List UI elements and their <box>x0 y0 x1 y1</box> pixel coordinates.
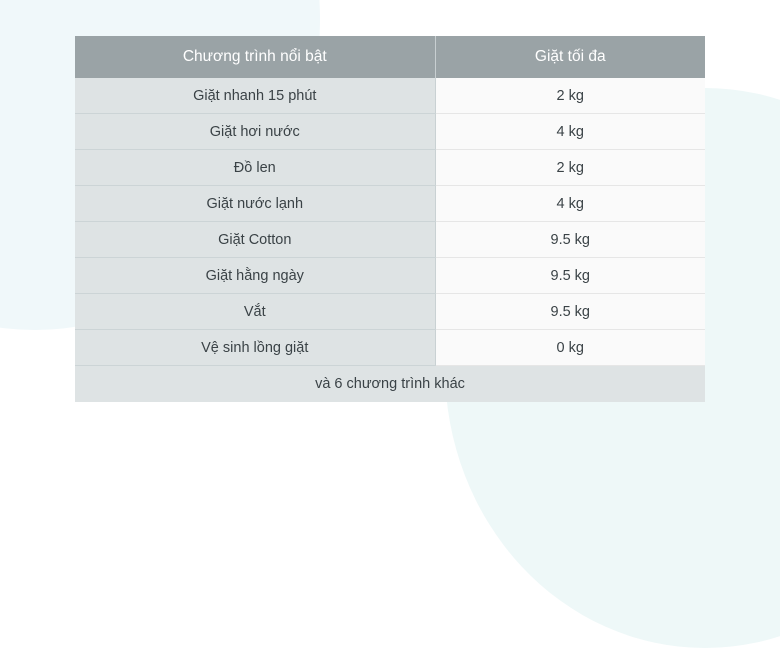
cell-max-capacity: 9.5 kg <box>435 221 705 258</box>
wash-program-table-container: Chương trình nổi bật Giặt tối đa Giặt nh… <box>75 36 705 402</box>
table-row: Vắt 9.5 kg <box>75 293 705 330</box>
cell-program-name: Giặt Cotton <box>75 221 436 258</box>
table-header: Chương trình nổi bật Giặt tối đa <box>75 36 705 78</box>
column-header-capacity: Giặt tối đa <box>435 36 705 78</box>
cell-max-capacity: 9.5 kg <box>435 293 705 330</box>
table-row: Đồ len 2 kg <box>75 149 705 186</box>
cell-program-name: Đồ len <box>75 149 436 186</box>
footer-note: và 6 chương trình khác <box>75 365 705 402</box>
cell-max-capacity: 2 kg <box>435 149 705 186</box>
column-header-program: Chương trình nổi bật <box>75 36 436 78</box>
table-footer-row: và 6 chương trình khác <box>75 365 705 402</box>
cell-program-name: Vắt <box>75 293 436 330</box>
cell-program-name: Giặt hơi nước <box>75 113 436 150</box>
table-row: Vệ sinh lồng giặt 0 kg <box>75 329 705 366</box>
table-body: Giặt nhanh 15 phút 2 kg Giặt hơi nước 4 kg Đ… <box>75 78 705 402</box>
cell-program-name: Giặt nhanh 15 phút <box>75 78 436 114</box>
cell-max-capacity: 4 kg <box>435 185 705 222</box>
cell-program-name: Vệ sinh lồng giặt <box>75 329 436 366</box>
cell-program-name: Giặt nước lạnh <box>75 185 436 222</box>
table-row: Giặt hằng ngày 9.5 kg <box>75 257 705 294</box>
table-row: Giặt nhanh 15 phút 2 kg <box>75 78 705 114</box>
cell-max-capacity: 2 kg <box>435 78 705 114</box>
cell-max-capacity: 9.5 kg <box>435 257 705 294</box>
table-row: Giặt hơi nước 4 kg <box>75 113 705 150</box>
cell-max-capacity: 4 kg <box>435 113 705 150</box>
cell-program-name: Giặt hằng ngày <box>75 257 436 294</box>
table-row: Giặt nước lạnh 4 kg <box>75 185 705 222</box>
table-header-row: Chương trình nổi bật Giặt tối đa <box>75 36 705 78</box>
cell-max-capacity: 0 kg <box>435 329 705 366</box>
wash-program-table: Chương trình nổi bật Giặt tối đa Giặt nh… <box>75 36 705 402</box>
table-row: Giặt Cotton 9.5 kg <box>75 221 705 258</box>
